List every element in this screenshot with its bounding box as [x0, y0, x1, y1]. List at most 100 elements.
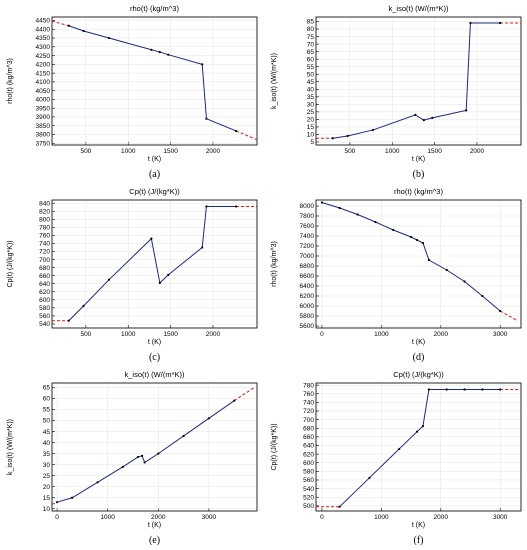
panel-caption: (a): [149, 169, 160, 180]
y-tick-label: 7800: [300, 213, 315, 220]
x-tick-label: 2000: [206, 148, 221, 155]
y-tick-label: 820: [39, 208, 50, 215]
y-tick-label: 4100: [36, 79, 51, 86]
y-tick-label: 780: [303, 382, 314, 389]
y-tick-label: 680: [303, 425, 314, 432]
x-tick-label: 1000: [385, 148, 400, 155]
data-point: [331, 137, 334, 140]
x-tick-label: 0: [55, 514, 59, 521]
y-tick-label: 500: [303, 503, 314, 510]
y-tick-label: 4450: [36, 18, 51, 25]
y-tick-label: 660: [39, 273, 50, 280]
chart-panel-f: Cp(t) (J/(kg*K)) 0 1000 2000 3000 500 520 540 56…: [264, 366, 527, 549]
y-tick-label: 6800: [300, 263, 315, 270]
y-axis-label: Cp(t) (J/(kg*K)): [7, 240, 14, 287]
chart-title: Cp(t) (J/(kg*K)): [393, 370, 444, 379]
x-tick-label: 1000: [100, 514, 115, 521]
y-tick-label: 4000: [36, 97, 51, 104]
y-tick-label: 25: [43, 473, 51, 480]
y-tick-label: 740: [303, 400, 314, 407]
data-point: [140, 454, 144, 457]
plot-border: [315, 382, 522, 512]
data-point: [205, 117, 208, 120]
y-tick-label: 560: [39, 313, 50, 320]
x-tick-label: 2000: [434, 514, 449, 521]
data-point: [498, 21, 502, 25]
y-tick-label: 3850: [36, 123, 51, 130]
data-point: [207, 417, 211, 420]
data-point: [158, 281, 161, 285]
data-point: [499, 388, 502, 391]
y-tick-label: 15: [43, 495, 51, 502]
y-tick-label: 3900: [36, 114, 51, 121]
panel-caption: (d): [413, 352, 425, 363]
data-point: [481, 388, 484, 391]
data-point: [67, 24, 70, 27]
y-tick-label: 65: [43, 385, 51, 392]
x-tick-label: 1000: [374, 514, 389, 521]
data-point: [392, 228, 395, 232]
y-tick-label: 7600: [300, 223, 315, 230]
y-tick-label: 30: [307, 102, 315, 109]
data-point: [415, 238, 419, 242]
x-tick-label: 1500: [163, 148, 178, 155]
y-tick-label: 10: [307, 132, 315, 139]
data-point: [167, 53, 170, 56]
data-point: [157, 452, 160, 455]
plot-border: [51, 16, 258, 146]
data-point: [431, 116, 434, 119]
y-tick-label: 700: [39, 257, 50, 264]
data-point: [167, 273, 170, 276]
data-point: [398, 447, 401, 451]
chart-panel-c: Cp(t) (J/(kg*K)) 500 1000 1500 2000 540 560 580…: [0, 183, 263, 366]
y-tick-label: 15: [307, 124, 315, 131]
data-point: [445, 388, 448, 391]
data-point: [82, 29, 85, 33]
y-tick-label: 45: [307, 79, 315, 86]
chart-panel-e: k_iso(t) (W/(m*K)) 0 1000 2000 3000 10 15 20 25 3…: [0, 366, 263, 549]
data-point: [107, 36, 111, 40]
y-tick-label: 660: [303, 434, 314, 441]
x-tick-label: 2000: [434, 331, 449, 338]
data-point: [409, 235, 413, 239]
y-tick-label: 580: [39, 305, 50, 312]
chart-title: rho(t) (kg/m^3): [130, 4, 179, 13]
data-point: [427, 388, 430, 391]
x-tick-label: 1500: [427, 148, 442, 155]
x-axis-label: t (K): [412, 522, 425, 529]
panel-caption: (b): [413, 169, 425, 180]
extrapolation-right: [233, 386, 255, 402]
y-tick-label: 10: [43, 506, 51, 513]
y-tick-label: 4350: [36, 35, 51, 42]
extrapolation-left: [51, 20, 69, 27]
chart-title: k_iso(t) (W/(m*K)): [125, 370, 185, 379]
data-point: [205, 205, 208, 208]
data-point: [150, 237, 153, 240]
y-tick-label: 40: [307, 86, 315, 93]
plot-border: [51, 382, 258, 512]
y-tick-label: 5800: [300, 313, 315, 320]
x-tick-label: 3000: [202, 514, 217, 521]
x-tick-label: 1500: [163, 331, 178, 338]
panel-caption: (f): [414, 535, 424, 546]
y-tick-label: 35: [307, 94, 315, 101]
data-point: [201, 63, 204, 66]
chart-panel-a: rho(t) (kg/m^3) 500 1000 1500 2000 3750 3800 38…: [0, 0, 263, 183]
chart-panel-d: rho(t) (kg/m^3) 0 1000 2000 3000 5600 5800 6000…: [264, 183, 527, 366]
chart-title: k_iso(t) (W/(m*K)): [389, 4, 449, 13]
data-point: [320, 201, 324, 204]
y-tick-label: 50: [307, 71, 315, 78]
y-tick-label: 580: [303, 469, 314, 476]
x-tick-label: 1000: [374, 331, 389, 338]
data-point: [374, 220, 377, 224]
data-point: [182, 434, 185, 438]
y-tick-label: 30: [43, 462, 51, 469]
y-tick-label: 55: [307, 64, 315, 71]
y-tick-label: 55: [43, 407, 51, 414]
panel-caption: (c): [149, 352, 160, 363]
y-tick-label: 840: [39, 200, 50, 207]
chart-d: rho(t) (kg/m^3) 0 1000 2000 3000 5600 5800 6000…: [271, 187, 522, 363]
data-point: [421, 424, 425, 428]
y-tick-label: 740: [39, 241, 50, 248]
